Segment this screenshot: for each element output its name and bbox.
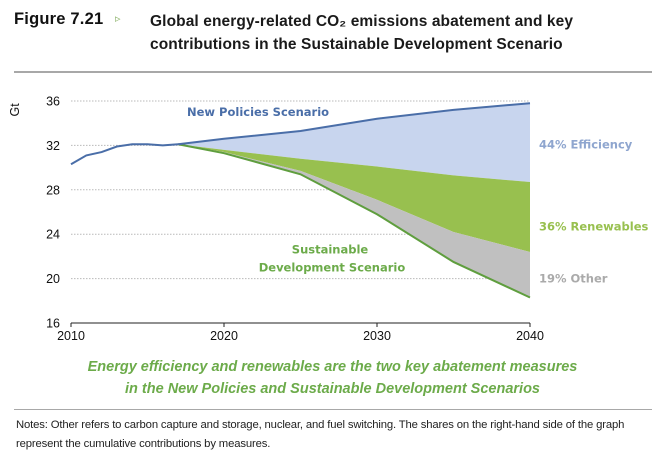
historical-line xyxy=(70,143,179,166)
chart-labels: 44% Efficiency 36% Renewables 19% Other New… xyxy=(187,105,649,286)
renewables-share-label: 36% Renewables xyxy=(539,219,649,233)
renewables-area xyxy=(178,144,530,252)
nps-annotation: New Policies Scenario xyxy=(187,105,329,119)
y-axis-label: Gt xyxy=(8,103,22,117)
y-tick-label: 28 xyxy=(46,183,60,197)
x-tick-label: 2020 xyxy=(210,329,238,343)
x-tick-label: 2040 xyxy=(516,329,544,343)
figure-title: Global energy-related CO₂ emissions abat… xyxy=(150,10,650,56)
y-tick-label: 36 xyxy=(46,95,60,109)
sds-annotation-line2: Development Scenario xyxy=(259,261,406,275)
triangle-arrow-icon: ▹ xyxy=(115,13,121,25)
figure-title-line1: Global energy-related CO₂ emissions abat… xyxy=(150,13,574,30)
subtitle-line1: Energy efficiency and renewables are the… xyxy=(87,359,578,375)
axes: 16 20 24 28 32 36 Gt 2010 2020 2030 2040 xyxy=(8,95,544,344)
subtitle-line2: in the New Policies and Sustainable Deve… xyxy=(125,381,540,397)
area-fills xyxy=(178,103,530,298)
notes-text: Notes: Other refers to carbon capture an… xyxy=(16,419,625,450)
header-divider xyxy=(14,71,652,73)
x-tick-label: 2010 xyxy=(57,329,85,343)
chart-subtitle: Energy efficiency and renewables are the… xyxy=(0,356,665,400)
sds-annotation-line1: Sustainable xyxy=(292,243,369,257)
y-tick-label: 16 xyxy=(46,317,60,331)
x-tick-label: 2030 xyxy=(363,329,391,343)
efficiency-area xyxy=(178,103,530,183)
figure-number: Figure 7.21 xyxy=(14,10,104,28)
y-tick-label: 24 xyxy=(46,228,60,242)
series-lines xyxy=(70,102,531,299)
nps-line xyxy=(177,102,531,146)
other-share-label: 19% Other xyxy=(539,272,608,286)
y-tick-label: 32 xyxy=(46,139,60,153)
notes-divider xyxy=(14,409,652,410)
emissions-chart: 16 20 24 28 32 36 Gt 2010 2020 2030 2040 44% Effic… xyxy=(8,95,649,344)
sds-line xyxy=(177,143,531,299)
y-tick-label: 20 xyxy=(46,272,60,286)
efficiency-share-label: 44% Efficiency xyxy=(539,137,633,151)
figure-title-line2: contributions in the Sustainable Develop… xyxy=(150,36,563,53)
